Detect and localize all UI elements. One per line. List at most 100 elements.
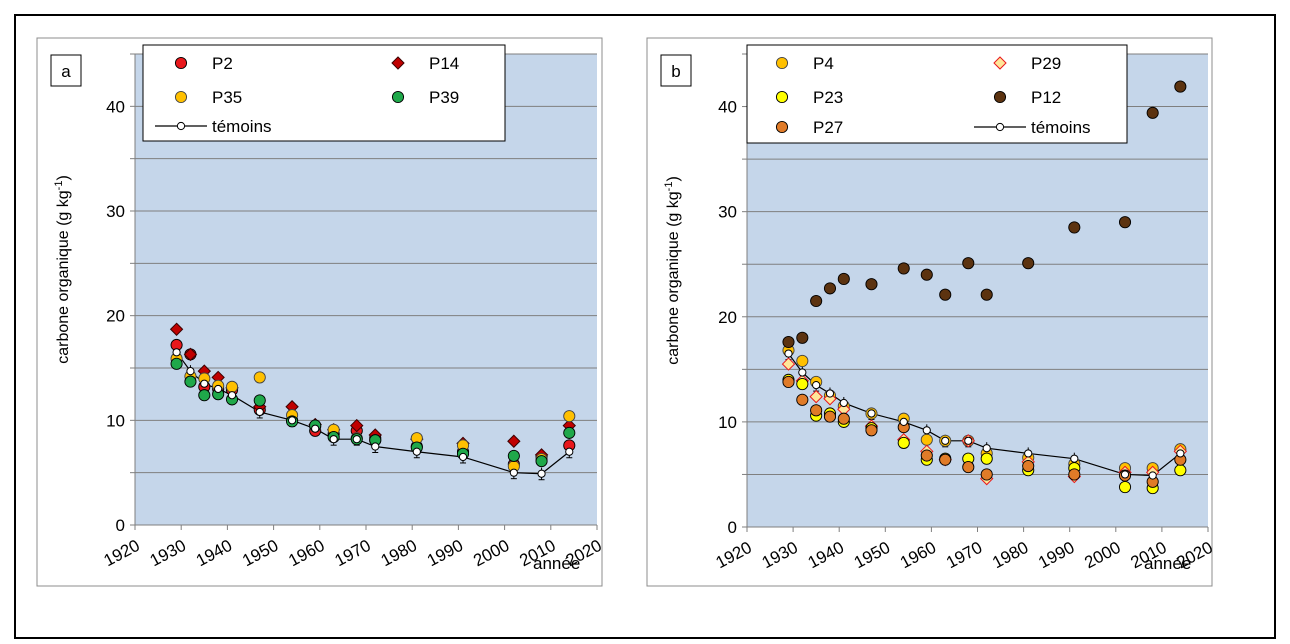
point-temoins: [798, 368, 807, 377]
legend-marker: [391, 90, 405, 104]
legend-label: P12: [1031, 88, 1061, 107]
point-P12: [897, 262, 910, 275]
point-P35: [253, 371, 266, 384]
point-P12: [920, 268, 933, 281]
point-P23: [1118, 481, 1132, 494]
legend-marker: [391, 56, 405, 70]
point-temoins: [839, 398, 848, 408]
point-P12: [1146, 106, 1159, 119]
legend-label: P27: [813, 118, 843, 137]
point-temoins: [867, 409, 876, 418]
point-P12: [1118, 216, 1132, 229]
y-axis-title: carbone organique (g kg-1): [663, 176, 682, 365]
point-P29: [809, 389, 823, 404]
point-P27: [810, 404, 823, 417]
point-temoins: [352, 435, 361, 444]
point-P14: [183, 347, 198, 362]
point-P39: [563, 426, 576, 439]
panel-label: b: [671, 62, 680, 81]
panel-label-box: [660, 54, 692, 87]
legend-marker: [993, 90, 1007, 104]
point-temoins: [371, 442, 380, 451]
point-P39: [535, 455, 548, 468]
panel-label: a: [61, 62, 71, 81]
point-temoins: [899, 417, 908, 426]
legend-label: P2: [212, 54, 233, 73]
point-P12: [782, 335, 795, 349]
point-P39: [507, 449, 520, 462]
point-P14: [169, 322, 184, 336]
point-P12: [1174, 80, 1187, 93]
y-tick-label: 20: [106, 307, 125, 326]
legend-marker: [775, 56, 789, 70]
point-P27: [837, 412, 850, 425]
point-P12: [865, 278, 878, 291]
point-temoins: [287, 416, 297, 425]
legend-label: P4: [813, 54, 834, 73]
point-P27: [939, 453, 952, 466]
point-P27: [865, 424, 878, 437]
point-temoins: [812, 381, 821, 390]
y-tick-label: 0: [728, 518, 737, 537]
point-temoins: [1148, 471, 1157, 480]
point-temoins: [1120, 470, 1130, 479]
point-temoins: [537, 469, 546, 478]
legend-label: P35: [212, 88, 242, 107]
legend-marker: [995, 122, 1005, 132]
point-P27: [980, 468, 993, 481]
point-P12: [810, 294, 823, 308]
legend-box: [746, 44, 1128, 144]
point-temoins: [941, 436, 950, 445]
y-tick-label: 40: [106, 97, 125, 116]
point-P39: [198, 389, 211, 402]
legend-label: P14: [429, 54, 459, 73]
point-P4: [796, 354, 809, 367]
point-temoins: [964, 436, 973, 445]
y-tick-label: 30: [718, 203, 737, 222]
legend-marker: [993, 56, 1007, 70]
point-temoins: [565, 447, 574, 456]
legend-label: témoins: [212, 117, 272, 136]
point-P23: [980, 452, 993, 465]
point-temoins: [982, 444, 991, 453]
y-tick-label: 40: [718, 98, 737, 117]
legend-marker: [174, 90, 188, 104]
legend-marker: [775, 90, 789, 104]
y-tick-label: 10: [718, 413, 737, 432]
legend-marker: [174, 56, 188, 70]
point-P12: [980, 288, 993, 301]
point-temoins: [922, 426, 931, 435]
point-P12: [1068, 221, 1081, 234]
temoins-line: [176, 351, 570, 475]
point-P39: [184, 375, 197, 388]
point-temoins: [825, 389, 835, 398]
point-P23: [796, 377, 809, 391]
point-P23: [897, 436, 910, 449]
point-P12: [1022, 257, 1035, 270]
x-axis-title: année: [533, 554, 580, 573]
y-tick-label: 10: [106, 411, 125, 430]
point-P39: [253, 394, 266, 407]
point-temoins: [1176, 449, 1185, 458]
point-P4: [920, 433, 933, 446]
point-temoins: [214, 384, 223, 394]
point-P14: [350, 418, 364, 433]
legend-label: P23: [813, 88, 843, 107]
legend-marker: [775, 120, 789, 134]
point-P27: [782, 375, 795, 388]
point-temoins: [509, 468, 518, 477]
point-temoins: [412, 447, 421, 456]
point-P27: [1068, 468, 1081, 481]
legend-box: [142, 44, 506, 142]
point-P39: [170, 357, 183, 370]
point-P27: [962, 461, 975, 474]
y-tick-label: 30: [106, 202, 125, 221]
point-temoins: [172, 348, 181, 357]
point-P12: [796, 331, 809, 344]
point-P14: [507, 434, 521, 448]
x-axis-title: année: [1144, 554, 1191, 573]
panel-label-box: [50, 54, 82, 87]
point-P23: [1174, 464, 1187, 477]
